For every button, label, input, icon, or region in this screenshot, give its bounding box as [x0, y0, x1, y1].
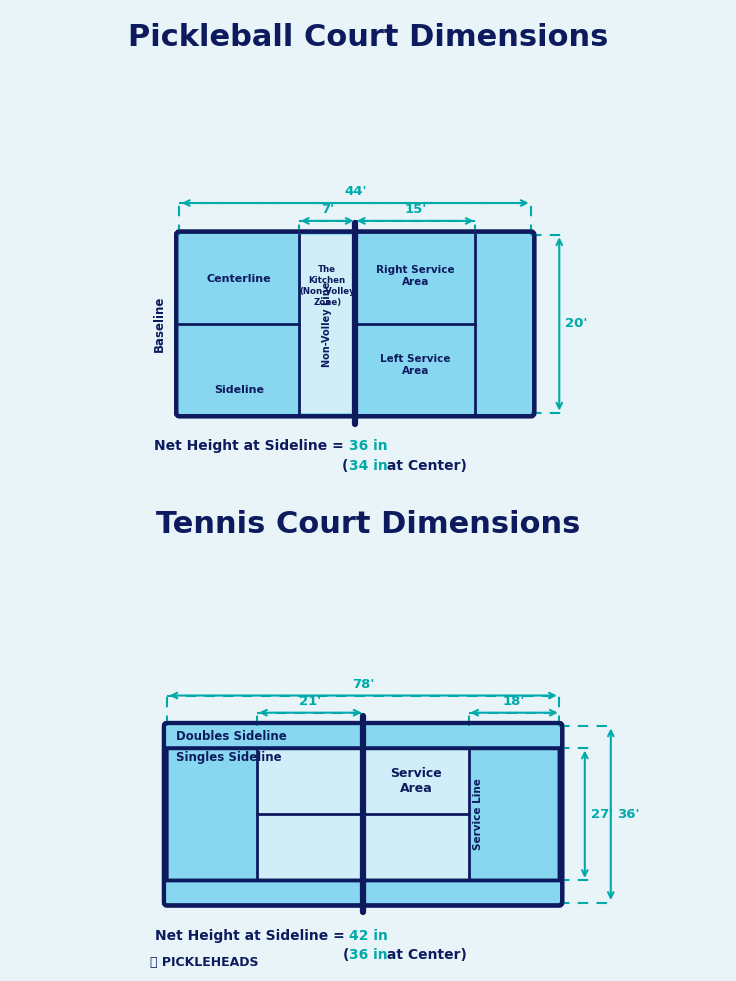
Text: at Center): at Center)	[382, 459, 467, 473]
Text: (: (	[343, 948, 350, 961]
FancyBboxPatch shape	[176, 232, 534, 416]
Text: Net Height at Sideline =: Net Height at Sideline =	[155, 929, 350, 943]
Text: 36 in: 36 in	[350, 948, 388, 961]
Text: Service Line: Service Line	[473, 778, 483, 851]
Text: 44': 44'	[344, 185, 367, 198]
Text: The
Kitchen
(Non-Volley
Zone): The Kitchen (Non-Volley Zone)	[300, 265, 355, 307]
Text: Doubles Sideline: Doubles Sideline	[176, 730, 286, 744]
Text: 20': 20'	[565, 318, 588, 331]
Text: (: (	[342, 459, 349, 473]
Text: 21': 21'	[299, 696, 322, 708]
Text: Left Service
Area: Left Service Area	[380, 354, 450, 376]
Text: 7': 7'	[321, 203, 334, 216]
Bar	[167, 748, 559, 881]
Text: Centerline: Centerline	[207, 275, 272, 284]
Text: Right Service
Area: Right Service Area	[376, 265, 455, 286]
Text: 27': 27'	[591, 807, 613, 821]
Bar	[258, 748, 469, 881]
Text: Service
Area: Service Area	[390, 767, 442, 796]
Text: at Center): at Center)	[382, 948, 467, 961]
Text: 34 in: 34 in	[349, 459, 387, 473]
FancyBboxPatch shape	[164, 723, 562, 905]
Text: Baseline: Baseline	[153, 295, 166, 352]
Text: 42 in: 42 in	[350, 929, 388, 943]
Text: 36 in: 36 in	[349, 439, 387, 453]
Text: 15': 15'	[404, 203, 426, 216]
Text: Singles Sideline: Singles Sideline	[176, 751, 281, 764]
Text: Sideline: Sideline	[214, 385, 264, 395]
Text: Net Height at Sideline =: Net Height at Sideline =	[154, 439, 349, 453]
Text: 36': 36'	[617, 807, 639, 821]
Text: Non-Volley Line: Non-Volley Line	[322, 282, 332, 367]
Bar	[300, 234, 355, 413]
Text: Pickleball Court Dimensions: Pickleball Court Dimensions	[128, 23, 608, 52]
Text: 78': 78'	[352, 678, 375, 691]
Text: Tennis Court Dimensions: Tennis Court Dimensions	[156, 510, 580, 540]
Text: ⒵ PICKLEHEADS: ⒵ PICKLEHEADS	[149, 955, 258, 969]
Text: 18': 18'	[503, 696, 526, 708]
